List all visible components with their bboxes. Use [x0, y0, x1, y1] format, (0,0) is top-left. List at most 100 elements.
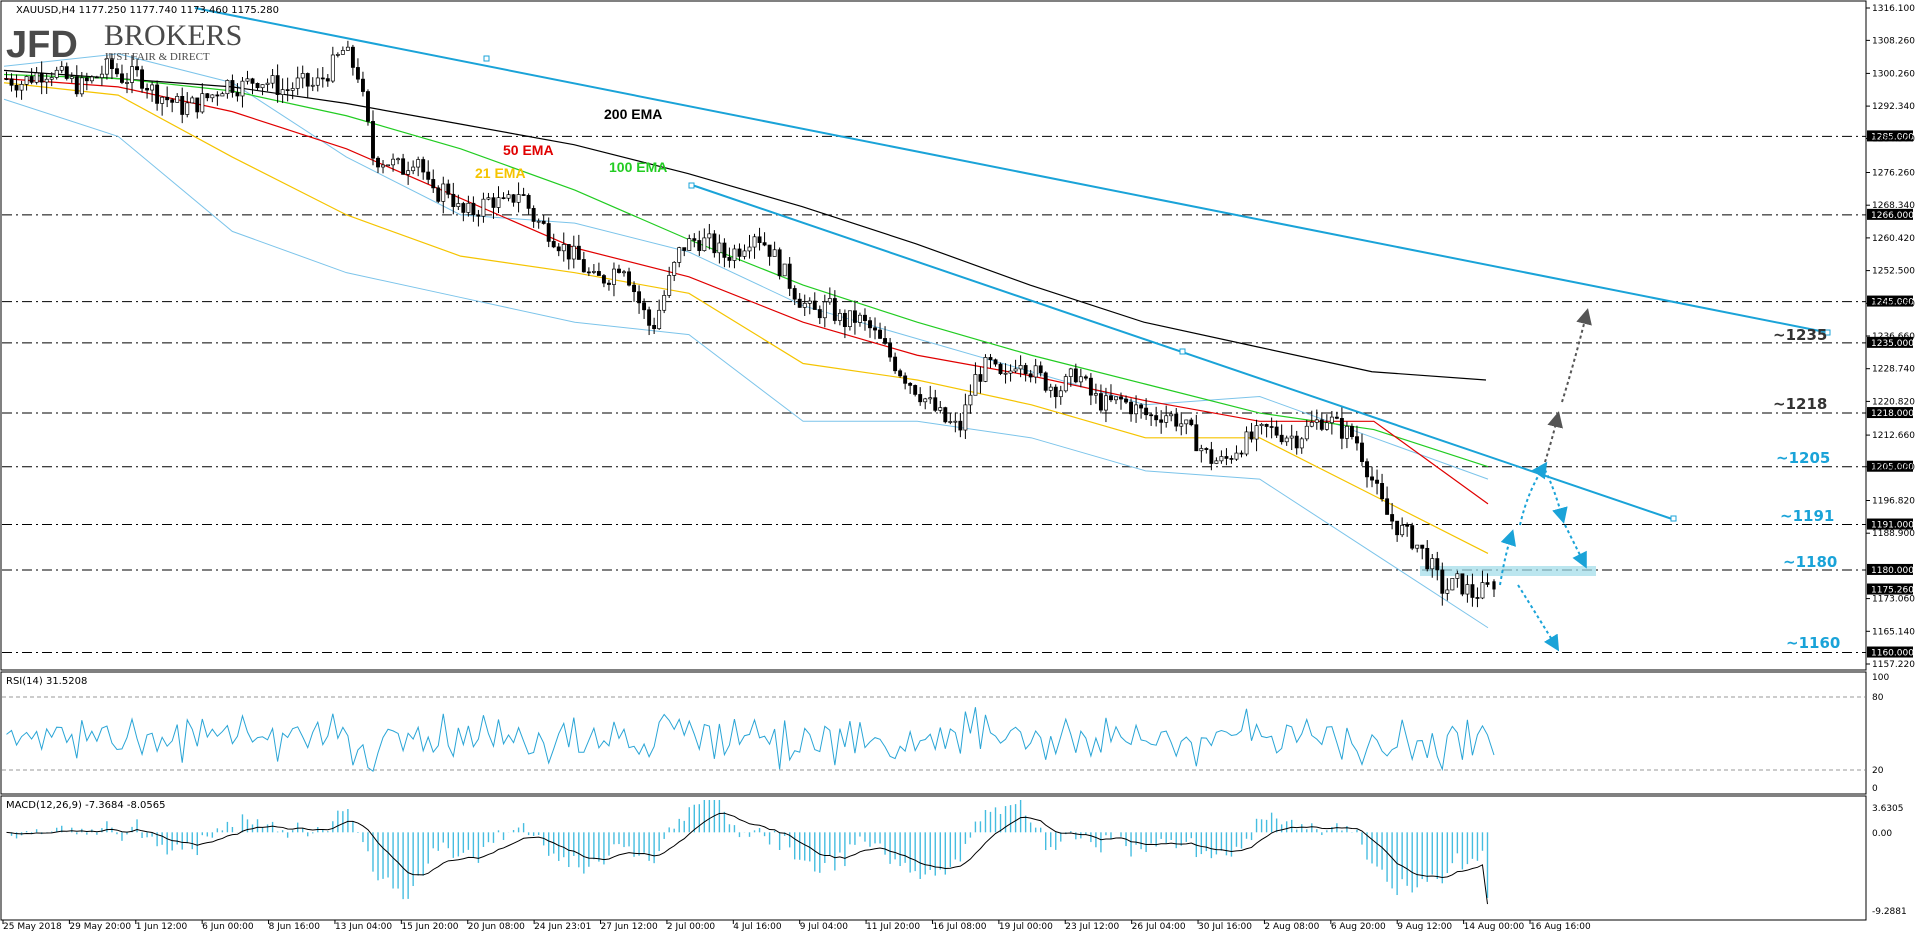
candle-body	[1405, 524, 1410, 527]
level-price-text: 1245.000	[1871, 298, 1914, 308]
candle-body	[1199, 448, 1204, 452]
candle-body	[290, 88, 295, 91]
candle-body	[963, 404, 968, 431]
candle-body	[1485, 582, 1490, 585]
candle-body	[1119, 396, 1123, 400]
candle-body	[817, 309, 822, 319]
bollinger-dn	[3, 98, 1489, 629]
candle-body	[953, 420, 958, 423]
candle-body	[647, 309, 652, 326]
candle-body	[1370, 476, 1374, 481]
candle-body	[1279, 434, 1284, 443]
price-tick-label: 1268.340	[1872, 201, 1915, 211]
candle-body	[109, 58, 114, 70]
candle-body	[1144, 407, 1149, 416]
candle-body	[1410, 525, 1415, 549]
candle-body	[998, 363, 1003, 374]
candle-body	[983, 357, 988, 382]
candle-body	[180, 96, 185, 115]
candle-body	[371, 121, 375, 159]
level-1180-label: ~1180	[1783, 553, 1837, 571]
candle-body	[441, 183, 446, 202]
time-tick-label: 2 Aug 08:00	[1264, 922, 1319, 932]
candle-body	[637, 291, 642, 304]
candle-body	[160, 96, 165, 104]
ema200-label: 200 EMA	[604, 106, 662, 122]
candle-body	[742, 250, 747, 257]
candle-body	[737, 248, 742, 257]
jfd-logo: JFD BROKERS JUST FAIR & DIRECT	[6, 19, 242, 66]
candle-body	[747, 246, 752, 252]
candle-body	[898, 370, 903, 377]
candle-body	[511, 194, 516, 203]
time-tick-label: 16 Aug 16:00	[1530, 922, 1591, 932]
candle-body	[732, 248, 737, 261]
candle-body	[74, 76, 79, 95]
time-tick-label: 29 May 20:00	[69, 922, 131, 932]
candle-body	[908, 382, 913, 386]
candle-body	[1324, 422, 1329, 430]
candle-body	[295, 77, 300, 89]
candle-body	[1430, 558, 1435, 570]
candle-body	[536, 220, 541, 223]
candle-body	[285, 89, 290, 91]
candle-body	[1299, 438, 1304, 449]
candle-body	[1114, 396, 1118, 401]
time-tick-label: 26 Jul 04:00	[1132, 922, 1186, 932]
trendline-upper-end	[1824, 329, 1831, 336]
candle-body	[270, 75, 275, 84]
candle-body	[978, 374, 983, 382]
candle-body	[1194, 424, 1199, 452]
candle-body	[1360, 442, 1364, 462]
candle-body	[1420, 544, 1425, 549]
candle-body	[958, 420, 963, 431]
candle-body	[411, 166, 416, 172]
candle-body	[797, 298, 802, 308]
candle-body	[255, 83, 260, 89]
scenario-arrow-up-to-1218	[1544, 411, 1563, 463]
price-tick-label: 1196.820	[1872, 496, 1915, 506]
candle-body	[99, 73, 104, 78]
candle-body	[1189, 419, 1194, 426]
candle-body	[918, 394, 923, 403]
candle-body	[556, 246, 561, 252]
candle-body	[1179, 423, 1184, 427]
level-1235-label: ~1235	[1773, 326, 1827, 344]
logo-tagline: JUST FAIR & DIRECT	[104, 51, 210, 63]
candle-body	[792, 288, 797, 300]
price-tick-label: 1284.500	[1872, 134, 1915, 144]
candle-body	[682, 247, 687, 251]
candle-body	[330, 54, 335, 82]
candle-body	[591, 271, 596, 273]
time-tick-label: 4 Jul 16:00	[733, 922, 782, 932]
candle-body	[1289, 435, 1294, 439]
time-tick-label: 9 Aug 12:00	[1397, 922, 1452, 932]
candle-body	[1154, 415, 1159, 421]
candle-body	[1329, 416, 1334, 424]
ema-line	[3, 82, 1489, 554]
candle-body	[1319, 419, 1324, 430]
candle-body	[1385, 498, 1390, 515]
candle-body	[155, 84, 160, 104]
time-tick-label: 6 Jun 00:00	[202, 922, 254, 932]
level-price-tag	[1867, 518, 1913, 530]
candle-body	[1470, 584, 1475, 598]
support-zone-1180	[1420, 566, 1596, 576]
price-tick-label: 1173.060	[1872, 595, 1915, 605]
candle-body	[687, 238, 692, 251]
candle-body	[526, 195, 531, 209]
time-tick-label: 14 Aug 00:00	[1464, 922, 1525, 932]
macd-axis-top: 3.6305	[1872, 804, 1904, 814]
ema-line	[3, 73, 1489, 468]
candle-body	[44, 78, 49, 83]
level-price-tag	[1867, 130, 1913, 142]
candle-body	[1465, 584, 1470, 595]
rsi-axis-100: 100	[1872, 673, 1889, 683]
scenario-arrow-up-to-1235	[1561, 308, 1592, 403]
candle-body	[1063, 376, 1068, 392]
candle-body	[1149, 414, 1154, 417]
candle-body	[873, 327, 877, 331]
candle-body	[320, 77, 325, 80]
macd-signal-line	[6, 812, 1488, 905]
candle-body	[878, 329, 882, 339]
